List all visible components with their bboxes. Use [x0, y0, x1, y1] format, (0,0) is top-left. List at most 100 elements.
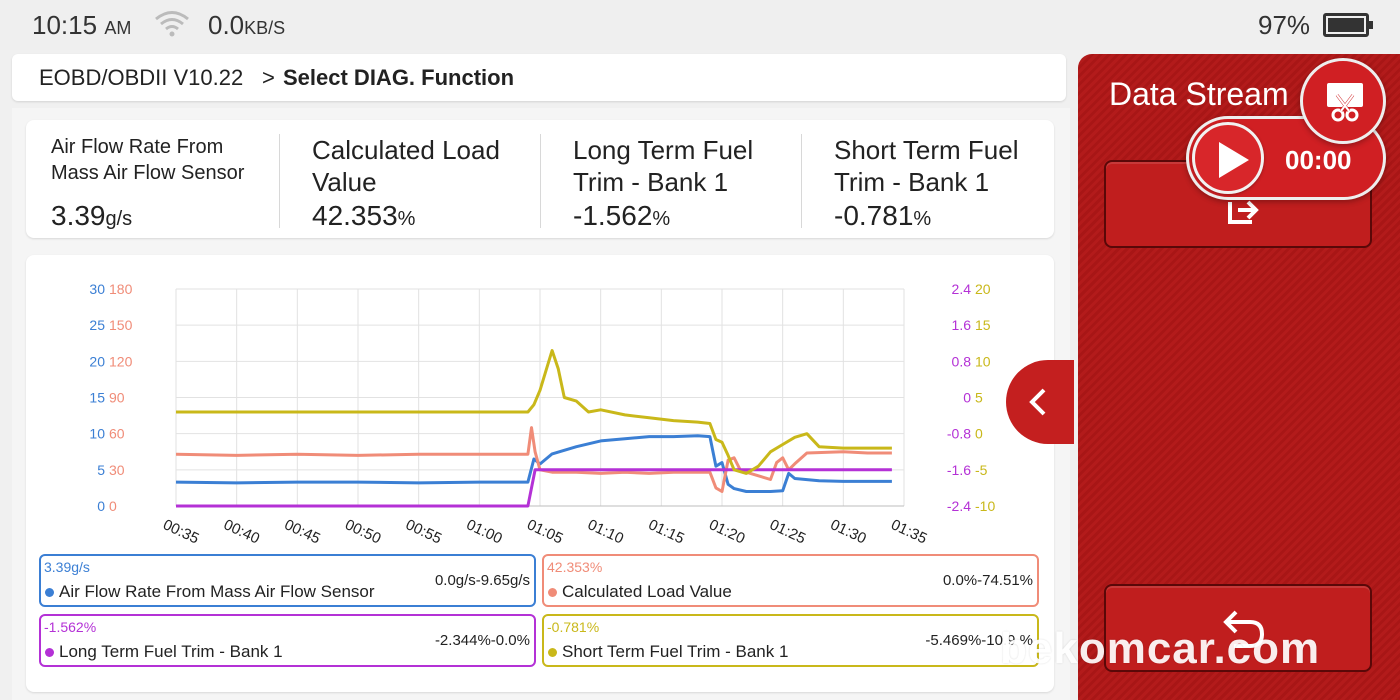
breadcrumb-separator: >: [262, 65, 275, 90]
metric-name: Calculated Load Value: [312, 135, 500, 197]
collapse-panel-tab[interactable]: [1006, 360, 1074, 444]
x-tick-label: 01:05: [524, 516, 565, 547]
axis-tick-label: 20: [975, 281, 991, 297]
axis-tick-label: -10: [975, 498, 995, 514]
axis-tick-label: 60: [109, 426, 125, 442]
axis-tick-label: 120: [109, 353, 133, 369]
metric-name: Long Term Fuel Trim - Bank 1: [573, 135, 754, 197]
legend-name: Air Flow Rate From Mass Air Flow Sensor: [59, 582, 375, 601]
axis-tick-label: 30: [109, 462, 125, 478]
metric-long-term-fuel-trim[interactable]: Long Term Fuel Trim - Bank 1 -1.562%: [573, 120, 793, 238]
legend-current-value: 42.353%: [547, 559, 603, 575]
legend-current-value: -0.781%: [547, 619, 600, 635]
metrics-card: Air Flow Rate From Mass Air Flow Sensor …: [26, 120, 1054, 238]
clock: 10:15 AM: [32, 10, 131, 41]
axis-tick-label: 0: [109, 498, 117, 514]
legend-air-flow[interactable]: 3.39g/s Air Flow Rate From Mass Air Flow…: [39, 554, 536, 607]
data-stream-chart: 30252015105018015012090603002.41.60.80-0…: [89, 281, 995, 547]
legend-long-term-fuel-trim[interactable]: -1.562% Long Term Fuel Trim - Bank 1 -2.…: [39, 614, 536, 667]
axis-tick-label: -1.6: [947, 462, 971, 478]
x-tick-label: 01:20: [706, 516, 747, 547]
legend-current-value: 3.39g/s: [44, 559, 90, 575]
network-speed: 0.0KB/S: [208, 10, 285, 41]
breadcrumb-current: Select DIAG. Function: [283, 65, 515, 90]
metric-value: 3.39g/s: [51, 200, 133, 231]
wifi-icon: [155, 11, 189, 37]
record-play-button[interactable]: [1192, 122, 1264, 194]
axis-tick-label: 15: [975, 317, 991, 333]
status-bar: 10:15 AM 0.0KB/S 97%: [0, 0, 1400, 50]
network-speed-unit: KB/S: [244, 18, 286, 38]
series-line-3: [176, 349, 892, 475]
breadcrumb-root[interactable]: EOBD/OBDII V10.22: [39, 65, 244, 90]
axis-tick-label: 15: [89, 390, 105, 406]
back-button[interactable]: [1104, 584, 1372, 672]
chart-card: 30 25 20 15 10 5 0 180 150 120 90 60 30 0 2.4 1.6 0.8 0 -0…: [26, 255, 1054, 692]
legend-name: Short Term Fuel Trim - Bank 1: [562, 642, 789, 661]
metric-calculated-load[interactable]: Calculated Load Value 42.353%: [312, 120, 532, 238]
clock-time: 10:15: [32, 10, 98, 40]
metric-name: Short Term Fuel Trim - Bank 1: [834, 135, 1019, 197]
axis-tick-label: 5: [97, 462, 105, 478]
axis-tick-label: 1.6: [952, 317, 972, 333]
x-tick-label: 01:15: [646, 516, 687, 547]
legend-dot: [548, 588, 557, 597]
axis-tick-label: 0: [963, 390, 971, 406]
axis-tick-label: 0.8: [952, 353, 972, 369]
series-line-0: [175, 434, 892, 493]
x-tick-label: 00:50: [342, 516, 383, 547]
x-tick-label: 00:40: [221, 516, 262, 547]
legend-short-term-fuel-trim[interactable]: -0.781% Short Term Fuel Trim - Bank 1 -5…: [542, 614, 1039, 667]
axis-tick-label: -0.8: [947, 426, 971, 442]
x-tick-label: 01:35: [888, 516, 929, 547]
metric-divider: [801, 134, 802, 228]
legend-current-value: -1.562%: [44, 619, 97, 635]
x-tick-label: 01:25: [767, 516, 808, 547]
axis-tick-label: 5: [975, 390, 983, 406]
clock-ampm: AM: [104, 18, 132, 38]
watermark: bekomcar.com: [1000, 624, 1321, 673]
metric-air-flow[interactable]: Air Flow Rate From Mass Air Flow Sensor …: [51, 120, 276, 238]
metric-value: -0.781%: [834, 200, 932, 231]
chevron-left-icon: [1029, 388, 1046, 416]
metric-name: Air Flow Rate From Mass Air Flow Sensor: [51, 136, 245, 184]
battery-percent: 97%: [1258, 10, 1311, 40]
axis-tick-label: 0: [97, 498, 105, 514]
x-tick-label: 01:30: [828, 516, 869, 547]
legend-name: Long Term Fuel Trim - Bank 1: [59, 642, 283, 661]
axis-tick-label: 2.4: [952, 281, 972, 297]
breadcrumb: EOBD/OBDII V10.22 > Select DIAG. Functio…: [12, 54, 1066, 101]
legend-calculated-load[interactable]: 42.353% Calculated Load Value 0.0%-74.51…: [542, 554, 1039, 607]
legend-dot: [45, 588, 54, 597]
battery-icon: [1323, 13, 1373, 37]
axis-tick-label: 30: [89, 281, 105, 297]
legend-range: 0.0g/s-9.65g/s: [434, 572, 530, 589]
export-icon: [1228, 200, 1259, 224]
data-stream-content: Air Flow Rate From Mass Air Flow Sensor …: [12, 108, 1070, 700]
legend-dot: [45, 648, 54, 657]
x-tick-label: 01:00: [464, 516, 505, 547]
axis-tick-label: 10: [89, 426, 105, 442]
metric-value: 42.353%: [312, 200, 416, 231]
axis-tick-label: 180: [109, 281, 133, 297]
metric-divider: [279, 134, 280, 228]
recorder-time: 00:00: [1285, 145, 1352, 175]
legend-dot: [548, 648, 557, 657]
legend-name: Calculated Load Value: [562, 582, 732, 601]
back-icon: [1223, 610, 1265, 648]
axis-tick-label: 0: [975, 426, 983, 442]
metric-short-term-fuel-trim[interactable]: Short Term Fuel Trim - Bank 1 -0.781%: [834, 120, 1049, 238]
screenshot-button[interactable]: [1300, 58, 1386, 144]
legend-range: 0.0%-74.51%: [942, 572, 1033, 589]
axis-tick-label: -5: [975, 462, 988, 478]
axis-tick-label: 20: [89, 353, 105, 369]
legend-range: -2.344%-0.0%: [434, 632, 530, 649]
metric-value: -1.562%: [573, 200, 671, 231]
axis-tick-label: 150: [109, 317, 133, 333]
axis-tick-label: 25: [89, 317, 105, 333]
screenshot-icon: [1327, 83, 1363, 122]
panel-title: Data Stream: [1109, 76, 1289, 112]
x-tick-label: 00:45: [282, 516, 323, 547]
play-icon: [1219, 142, 1249, 178]
series-line-1: [175, 426, 892, 493]
